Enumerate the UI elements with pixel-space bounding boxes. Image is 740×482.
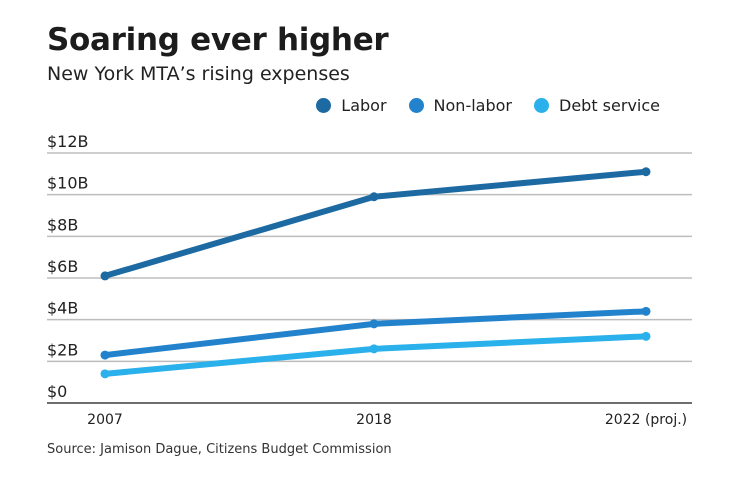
legend-dot-icon [534, 98, 549, 113]
y-tick-label: $4B [47, 299, 78, 318]
data-point [369, 319, 379, 329]
series-lines [100, 167, 651, 379]
x-axis-labels: 2007 2018 2022 (proj.) [87, 412, 687, 428]
grid-lines [47, 152, 692, 404]
chart-title: Soaring ever higher [47, 22, 389, 58]
y-axis-labels: $0 $2B $4B $6B $8B $10B $12B [47, 132, 89, 401]
x-tick-label: 2022 (proj.) [605, 412, 687, 428]
data-point [641, 306, 651, 316]
series-debt-service [100, 331, 651, 379]
data-point [100, 350, 110, 360]
data-point [369, 344, 379, 354]
chart-subtitle: New York MTA’s rising expenses [47, 63, 350, 85]
x-tick-label: 2007 [87, 412, 123, 428]
data-point [100, 271, 110, 281]
data-point [641, 167, 651, 177]
legend-label: Labor [341, 96, 387, 115]
legend-dot-icon [316, 98, 332, 113]
legend-label: Non-labor [433, 96, 512, 115]
data-point [369, 192, 379, 202]
series-line [102, 333, 649, 377]
legend-dot-icon [408, 98, 424, 113]
series-non-labor [100, 306, 651, 360]
data-point [641, 331, 651, 341]
legend-label: Debt service [559, 96, 660, 115]
y-tick-label: $12B [47, 132, 89, 151]
y-tick-label: $2B [47, 340, 78, 359]
legend: Labor Non-labor Debt service [316, 96, 660, 115]
y-tick-label: $0 [47, 382, 67, 401]
legend-item-labor: Labor [316, 96, 387, 115]
y-tick-label: $8B [47, 215, 78, 234]
legend-item-non-labor: Non-labor [408, 96, 512, 115]
source-note: Source: Jamison Dague, Citizens Budget C… [47, 442, 392, 457]
data-point [100, 369, 110, 379]
y-tick-label: $6B [47, 257, 78, 276]
series-line [102, 168, 649, 279]
x-tick-label: 2018 [356, 412, 392, 428]
y-tick-label: $10B [47, 174, 89, 193]
legend-item-debt-service: Debt service [534, 96, 660, 115]
series-labor [100, 167, 651, 281]
